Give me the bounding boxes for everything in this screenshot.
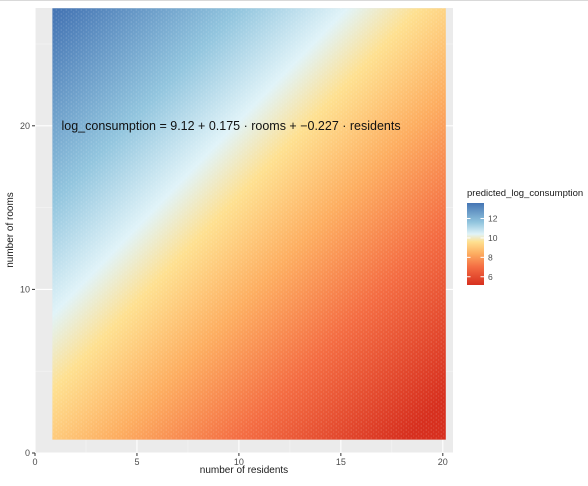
- legend-tick-label-1: 8: [488, 252, 493, 262]
- legend-colorbar: [467, 203, 484, 285]
- x-axis: 0 5 10 15 20: [32, 453, 448, 467]
- y-tick-label-2: 20: [20, 121, 30, 131]
- y-axis: 0 10 20: [20, 121, 35, 458]
- legend-tick-label-0: 6: [488, 272, 493, 282]
- legend-tick-label-2: 10: [488, 233, 498, 243]
- legend-ticks: 6 8 10 12: [467, 214, 498, 282]
- y-axis-title: number of rooms: [5, 192, 16, 268]
- x-tick-label-1: 5: [134, 457, 139, 467]
- legend-tick-label-3: 12: [488, 214, 498, 224]
- y-tick-label-1: 10: [20, 284, 30, 294]
- color-legend: predicted_log_consumption 6 8 10 12: [467, 188, 583, 285]
- regression-equation-annotation: log_consumption = 9.12 + 0.175 · rooms +…: [62, 119, 401, 133]
- legend-title: predicted_log_consumption: [467, 188, 583, 199]
- x-axis-title: number of residents: [200, 465, 288, 476]
- x-tick-label-2: 10: [234, 457, 244, 467]
- x-tick-label-0: 0: [32, 457, 37, 467]
- prediction-point-texture: [52, 8, 446, 440]
- x-tick-label-4: 20: [438, 457, 448, 467]
- y-tick-label-0: 0: [25, 448, 30, 458]
- x-tick-label-3: 15: [336, 457, 346, 467]
